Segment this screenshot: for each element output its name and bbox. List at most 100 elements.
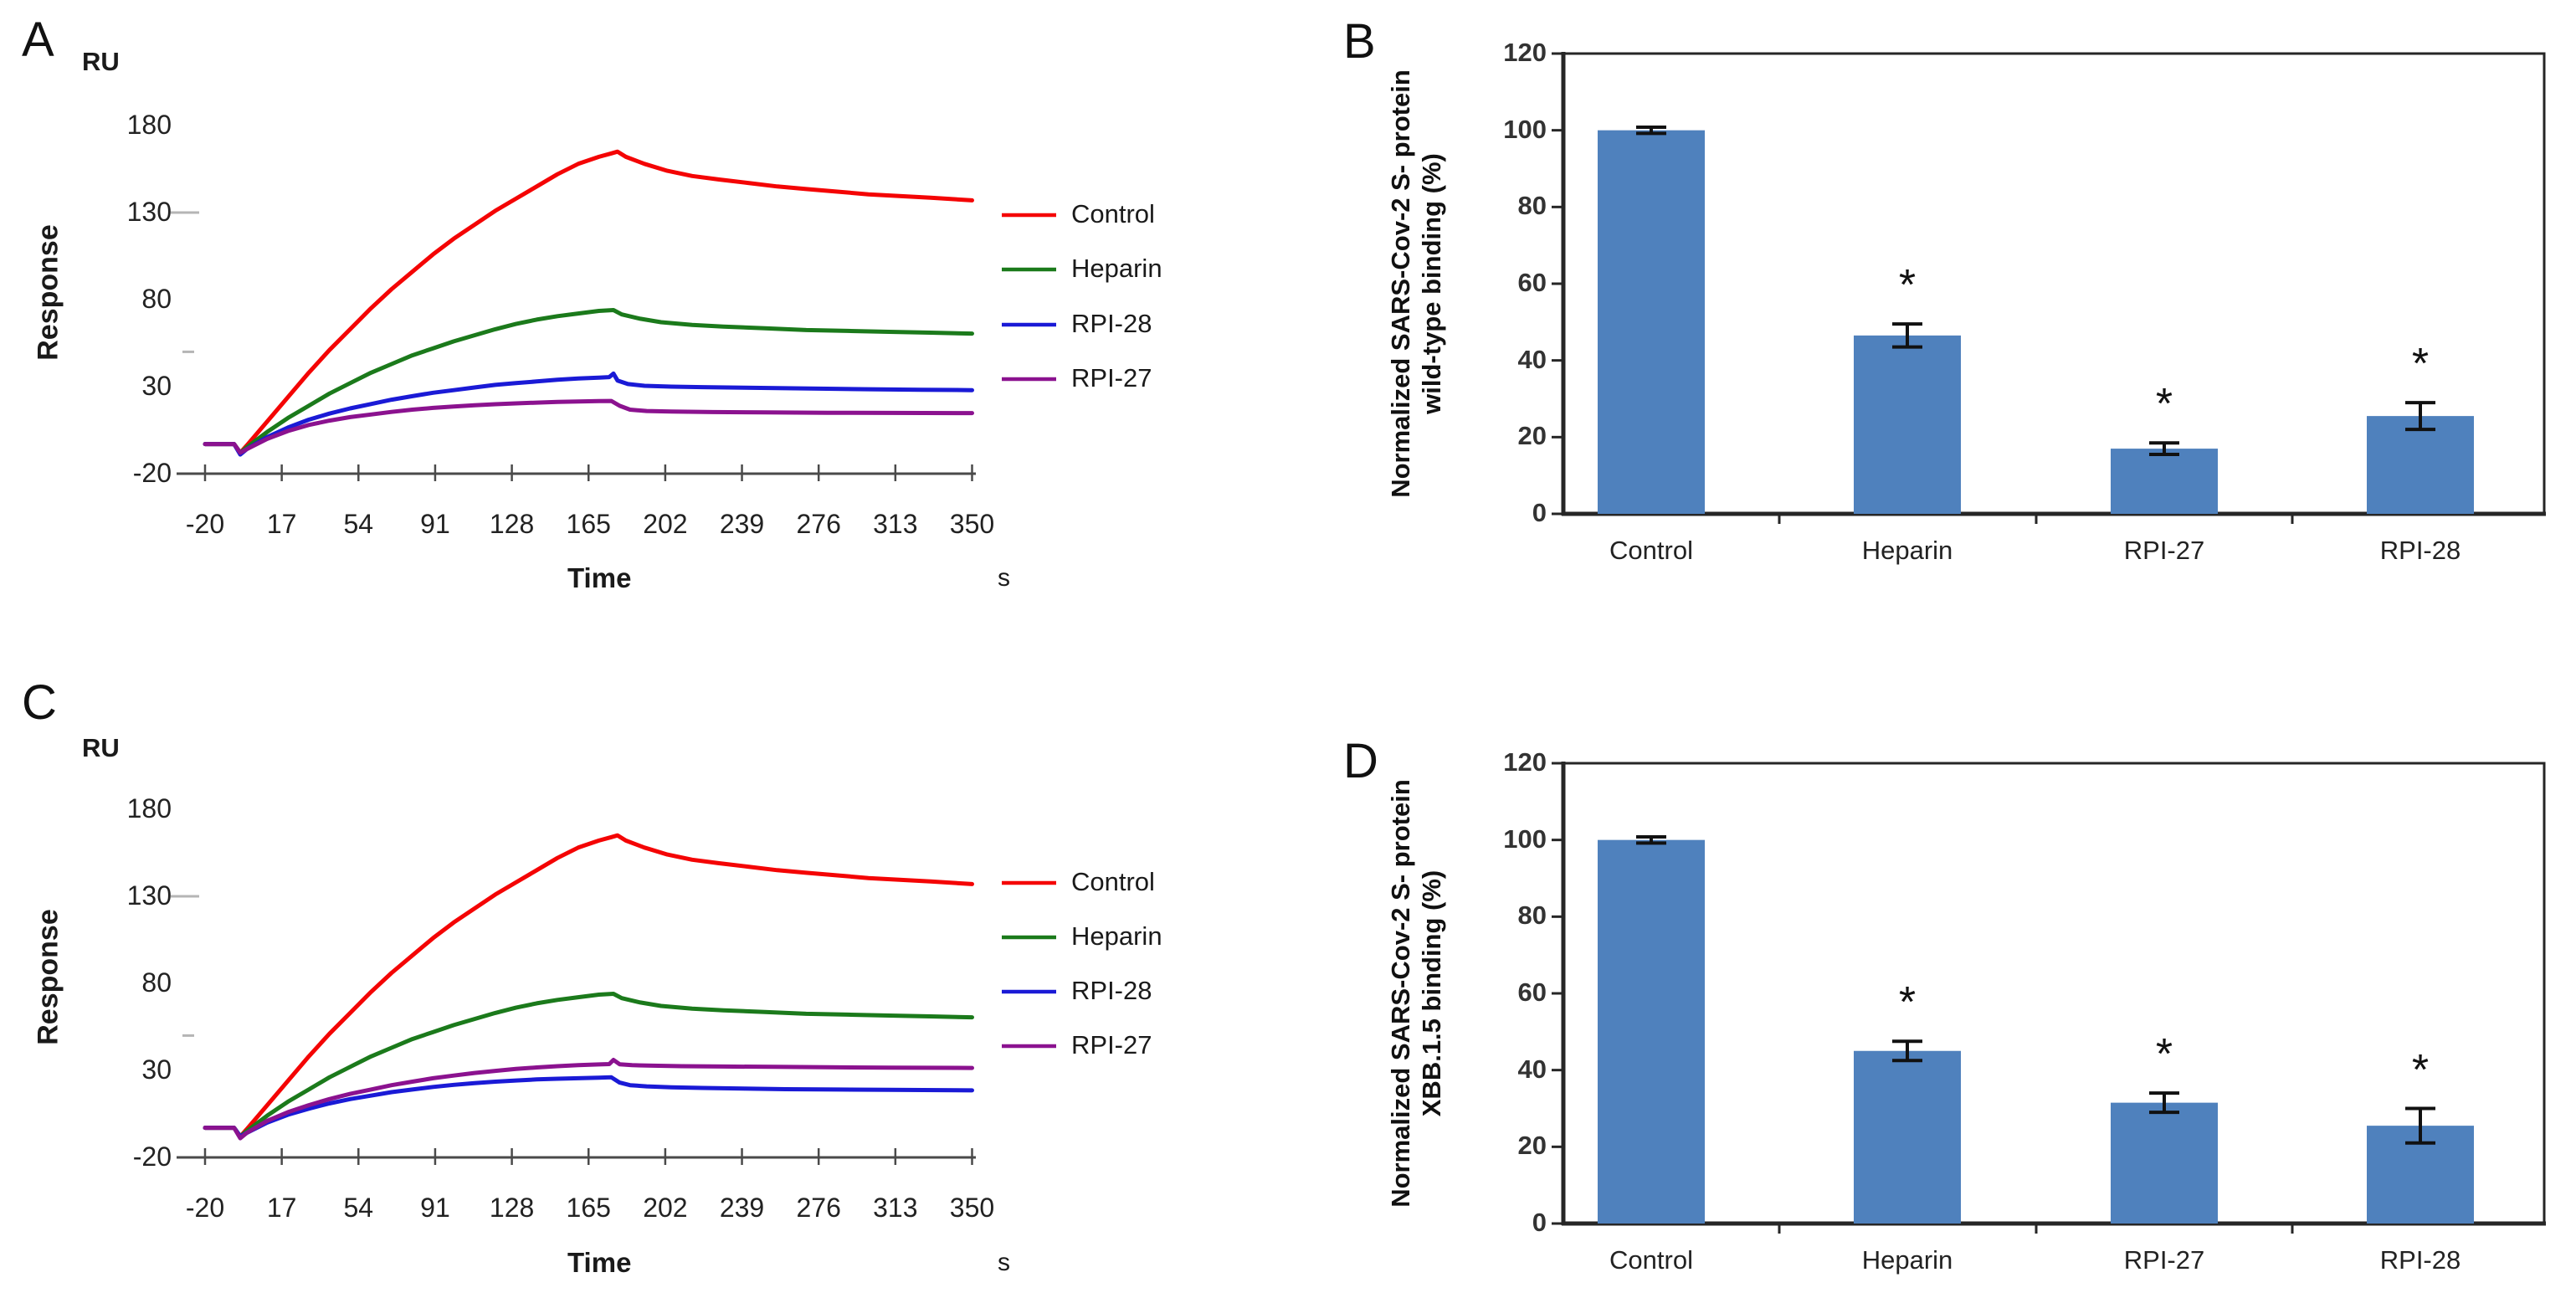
panel-b-y-tick-label: 60 — [1517, 268, 1547, 297]
panel-d-y-tick-label: 80 — [1517, 900, 1547, 931]
panel-a-legend-label-control: Control — [1071, 199, 1155, 228]
panel-a-x-tick-label: -20 — [185, 509, 225, 539]
panel-b-significance-rpi-28: * — [2411, 340, 2430, 389]
panel-a-letter: A — [22, 13, 54, 67]
panel-c-y-tick-label: 80 — [141, 967, 172, 998]
panel-a-legend-label-heparin: Heparin — [1071, 254, 1162, 283]
panel-c-x-axis-title: Time — [567, 1247, 632, 1278]
panel-b-y-axis-title-line2: wild-type binding (%) — [1417, 153, 1446, 414]
panel-d-category-label-control: Control — [1609, 1245, 1693, 1275]
panel-b-category-label-control: Control — [1609, 536, 1693, 565]
panel-a-y-axis-title: Response — [32, 224, 64, 361]
panel-c-x-tick-label: 54 — [343, 1193, 374, 1223]
panel-d-letter: D — [1343, 734, 1378, 788]
panel-d-y-axis-title: Normalized SARS-Cov-2 S- protein XBB.1.5… — [1385, 734, 1447, 1253]
panel-d-y-tick-label: 60 — [1517, 977, 1547, 1007]
panel-a-x-unit-label: s — [998, 564, 1010, 592]
panel-b-bar-rpi-27 — [2111, 449, 2218, 514]
panel-d-significance-rpi-28: * — [2411, 1045, 2430, 1095]
panel-c-y-axis-title: Response — [32, 909, 64, 1045]
panel-c-y-tick-label: 30 — [141, 1054, 172, 1085]
panel-d-y-axis-title-line1: Normalized SARS-Cov-2 S- protein — [1386, 779, 1415, 1208]
panel-d-category-label-heparin: Heparin — [1861, 1245, 1953, 1275]
panel-d-y-tick-label: 100 — [1503, 823, 1547, 854]
panel-d-y-axis-title-line2: XBB.1.5 binding (%) — [1417, 870, 1446, 1117]
panel-b-category-label-heparin: Heparin — [1861, 536, 1953, 565]
panel-c-x-unit-label: s — [998, 1249, 1010, 1276]
panel-a-x-tick-label: 91 — [420, 509, 450, 539]
panel-b-y-tick-label: 20 — [1517, 421, 1547, 451]
panel-a-curve-rpi-27 — [203, 398, 974, 455]
panel-b-y-tick-label: 120 — [1503, 38, 1547, 67]
panel-c-letter: C — [22, 675, 57, 730]
panel-c-x-tick-label: -20 — [185, 1193, 225, 1223]
panel-c-legend-label-rpi-27: RPI-27 — [1071, 1030, 1152, 1059]
panel-b-y-tick-label: 40 — [1517, 344, 1547, 374]
panel-b-y-tick-label: 100 — [1503, 114, 1547, 144]
panel-a-x-axis-title: Time — [567, 562, 632, 593]
panel-c-y-tick-label: 130 — [126, 880, 172, 911]
panel-c-legend-label-control: Control — [1071, 867, 1155, 896]
panel-a-x-tick-label: 54 — [343, 509, 374, 539]
panel-d-y-tick-label: 0 — [1532, 1208, 1547, 1237]
panel-c-y-tick-label: -20 — [132, 1142, 172, 1172]
panel-a-x-tick-label: 239 — [719, 509, 765, 539]
panel-a-x-tick-label: 165 — [566, 509, 611, 539]
panel-c-x-tick-label: 17 — [266, 1193, 297, 1223]
panel-c-x-tick-label: 276 — [796, 1193, 841, 1223]
panel-b-bar-heparin — [1854, 335, 1961, 514]
panel-c-curve-rpi-28 — [203, 1075, 974, 1139]
panel-a-x-tick-label: 202 — [643, 509, 688, 539]
panel-d-significance-heparin: * — [1898, 978, 1917, 1028]
panel-a-curve-rpi-28 — [203, 371, 974, 457]
panel-b-category-label-rpi-28: RPI-28 — [2379, 536, 2461, 565]
panel-b-y-tick-label: 0 — [1532, 498, 1547, 527]
panel-a-curve-control — [203, 149, 974, 455]
panel-a-x-tick-label: 128 — [489, 509, 535, 539]
panel-a-legend-label-rpi-28: RPI-28 — [1071, 309, 1152, 338]
panel-c-legend-label-heparin: Heparin — [1071, 921, 1162, 951]
panel-b-category-label-rpi-27: RPI-27 — [2123, 536, 2205, 565]
panel-c-curve-heparin — [203, 992, 974, 1139]
panel-c-x-tick-label: 128 — [489, 1193, 535, 1223]
panel-a-y-unit-label: RU — [82, 47, 120, 76]
panel-d-y-tick-label: 20 — [1517, 1131, 1547, 1161]
panel-d-bar-control — [1598, 839, 1705, 1224]
panel-d-bar-rpi-27 — [2111, 1102, 2218, 1224]
panel-b-y-axis-title-line1: Normalized SARS-Cov-2 S- protein — [1386, 69, 1415, 498]
panel-c-curve-control — [203, 833, 974, 1139]
panel-b-significance-heparin: * — [1898, 261, 1917, 310]
panel-a-y-tick-label: 180 — [126, 110, 172, 140]
panel-c-x-tick-label: 313 — [873, 1193, 918, 1223]
panel-a-y-tick-label: 80 — [141, 284, 172, 314]
panel-c-y-tick-label: 180 — [126, 793, 172, 823]
panel-a-curve-heparin — [203, 308, 974, 455]
panel-d-category-label-rpi-27: RPI-27 — [2123, 1245, 2205, 1275]
panel-d-y-tick-label: 40 — [1517, 1054, 1547, 1084]
panel-b-bar-rpi-28 — [2367, 416, 2474, 514]
panel-d-bar-heparin — [1854, 1050, 1961, 1224]
panel-c-x-tick-label: 165 — [566, 1193, 611, 1223]
panel-c-legend-label-rpi-28: RPI-28 — [1071, 976, 1152, 1005]
panel-a-y-tick-label: -20 — [132, 458, 172, 488]
panel-c-x-tick-label: 202 — [643, 1193, 688, 1223]
panel-d-category-label-rpi-28: RPI-28 — [2379, 1245, 2461, 1275]
panel-a-x-tick-label: 313 — [873, 509, 918, 539]
panel-c-x-tick-label: 239 — [719, 1193, 765, 1223]
panel-d-significance-rpi-27: * — [2155, 1030, 2173, 1080]
panel-b-bar-control — [1598, 130, 1705, 514]
panel-a-y-tick-label: 30 — [141, 371, 172, 401]
panel-c-x-tick-label: 350 — [949, 1193, 995, 1223]
panel-c-y-unit-label: RU — [82, 733, 120, 762]
panel-a-x-tick-label: 350 — [949, 509, 995, 539]
panel-c-curve-rpi-27 — [203, 1058, 974, 1141]
panel-b-letter: B — [1343, 14, 1376, 69]
panel-a-legend-label-rpi-27: RPI-27 — [1071, 363, 1152, 392]
panel-b-y-axis-title: Normalized SARS-Cov-2 S- protein wild-ty… — [1385, 24, 1447, 543]
panel-a-x-tick-label: 17 — [266, 509, 297, 539]
panel-d-y-tick-label: 120 — [1503, 747, 1547, 777]
panel-b-significance-rpi-27: * — [2155, 380, 2173, 429]
panel-a-x-tick-label: 276 — [796, 509, 841, 539]
